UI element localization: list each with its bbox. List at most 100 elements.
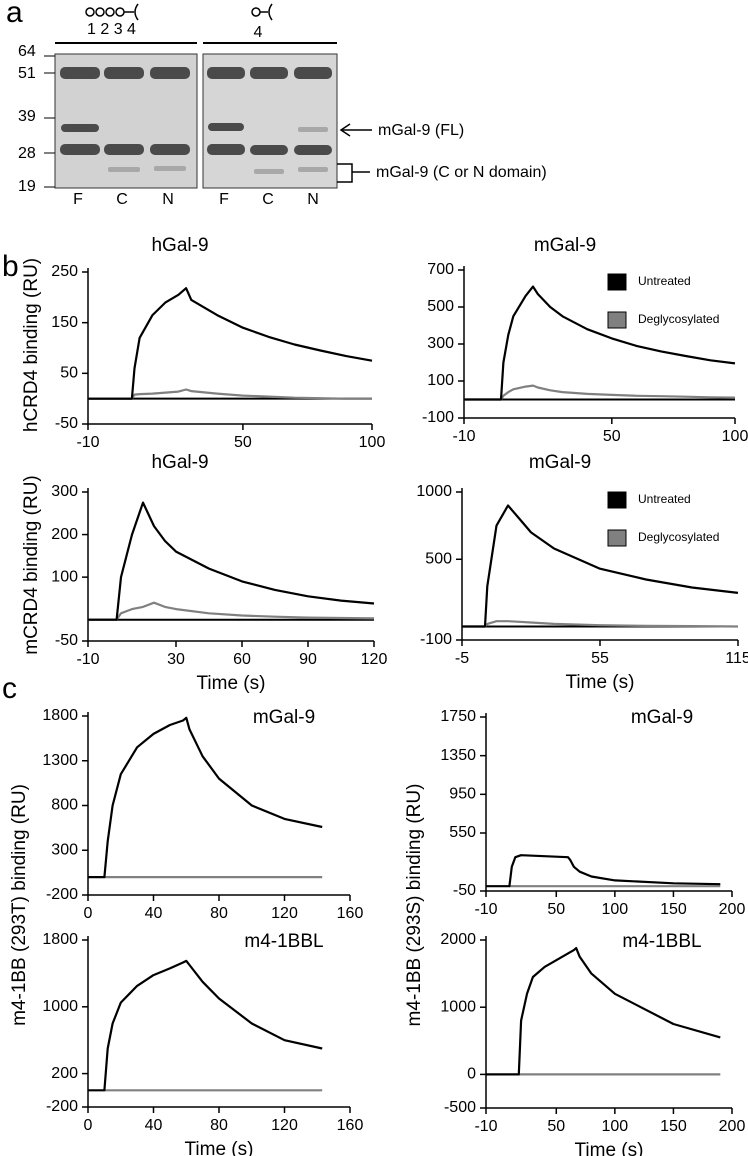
marker-label: 19 — [18, 178, 36, 195]
gel-image — [54, 53, 338, 189]
y-tick-label: 500 — [427, 298, 454, 315]
panel-label: a — [6, 0, 23, 29]
x-tick-label: 100 — [602, 901, 629, 918]
x-tick-label: 200 — [719, 901, 746, 918]
y-tick-label: 200 — [51, 1065, 78, 1082]
y-tick-label: 0 — [467, 1066, 476, 1083]
panel-label: c — [2, 672, 17, 705]
x-axis-label: Time (s) — [185, 1139, 254, 1156]
x-tick-label: -10 — [474, 1118, 497, 1135]
chart-title: hGal-9 — [151, 452, 208, 473]
series-line — [464, 384, 736, 401]
series-line — [486, 947, 721, 1076]
y-tick-label: 2000 — [440, 931, 476, 948]
chart-title: mGal-9 — [534, 235, 596, 256]
y-tick-label: 300 — [51, 841, 78, 858]
x-tick-label: 120 — [361, 651, 388, 668]
panel-label: b — [2, 250, 19, 283]
x-axis-label: Time (s) — [197, 673, 266, 694]
x-tick-label: 80 — [210, 1117, 228, 1134]
lane-label: N — [162, 191, 174, 208]
y-tick-label: 700 — [427, 261, 454, 278]
y-tick-label: -100 — [420, 631, 452, 648]
lane-header: 1 2 3 4 — [87, 21, 136, 38]
x-tick-label: 50 — [234, 434, 252, 451]
legend-label: Deglycosylated — [638, 530, 719, 544]
x-tick-label: 60 — [233, 651, 251, 668]
chart-title: m4-1BBL — [622, 931, 701, 952]
x-tick-label: -10 — [452, 428, 475, 445]
chart-title: m4-1BBL — [244, 931, 323, 952]
x-tick-label: 150 — [660, 901, 687, 918]
x-tick-label: 150 — [660, 1118, 687, 1135]
chart-title: mGal-9 — [529, 452, 591, 473]
y-tick-label: 250 — [51, 263, 78, 280]
x-tick-label: 40 — [145, 1117, 163, 1134]
x-tick-label: 200 — [719, 1118, 746, 1135]
y-tick-label: 100 — [51, 568, 78, 585]
marker-label: 51 — [18, 65, 36, 82]
x-tick-label: 0 — [84, 905, 93, 922]
x-tick-label: 160 — [337, 905, 364, 922]
y-tick-label: 1300 — [42, 752, 78, 769]
lane-label: N — [307, 191, 319, 208]
marker-label: 28 — [18, 145, 36, 162]
series-line — [462, 504, 739, 628]
x-tick-label: 30 — [167, 651, 185, 668]
lane-label: F — [73, 191, 83, 208]
x-tick-label: 100 — [359, 434, 386, 451]
lane-label: F — [219, 191, 229, 208]
legend-swatch — [607, 529, 627, 547]
lane-header: 4 — [254, 24, 263, 41]
y-tick-label: 1000 — [440, 998, 476, 1015]
marker-label: 39 — [18, 108, 36, 125]
y-tick-label: 500 — [425, 550, 452, 567]
y-tick-label: -200 — [46, 886, 78, 903]
x-tick-label: 100 — [602, 1118, 629, 1135]
chart-title: mGal-9 — [253, 707, 315, 728]
y-tick-label: 1000 — [42, 998, 78, 1015]
y-tick-label: -500 — [444, 1099, 476, 1116]
series-line — [88, 287, 373, 400]
series-line — [88, 388, 372, 400]
legend-label: Untreated — [638, 492, 691, 506]
y-tick-label: 150 — [51, 314, 78, 331]
chart-title: mGal-9 — [631, 707, 693, 728]
legend-label: Untreated — [638, 274, 691, 288]
x-tick-label: -10 — [474, 901, 497, 918]
y-tick-label: 50 — [60, 365, 78, 382]
x-tick-label: 115 — [725, 650, 748, 667]
y-axis-label: m4-1BB (293T) binding (RU) — [9, 784, 30, 1026]
x-tick-label: 160 — [337, 1117, 364, 1134]
chart-title: hGal-9 — [151, 235, 208, 256]
legend-swatch — [607, 311, 627, 329]
series-line — [88, 716, 323, 879]
x-tick-label: -10 — [76, 651, 99, 668]
x-tick-label: 120 — [271, 905, 298, 922]
y-tick-label: -50 — [55, 415, 78, 432]
y-tick-label: 950 — [449, 786, 476, 803]
x-tick-label: -10 — [76, 434, 99, 451]
y-tick-label: -50 — [453, 882, 476, 899]
y-tick-label: -200 — [46, 1098, 78, 1115]
marker-ticks — [44, 55, 55, 188]
y-axis-label: m4-1BB (293S) binding (RU) — [404, 784, 425, 1027]
series-line — [486, 854, 721, 888]
legend-swatch — [607, 491, 627, 509]
y-tick-label: 300 — [427, 335, 454, 352]
series-line — [88, 959, 323, 1092]
legend-label: Deglycosylated — [638, 312, 719, 326]
y-tick-label: 1750 — [440, 708, 476, 725]
y-axis-label: mCRD4 binding (RU) — [21, 475, 42, 655]
series-line — [88, 601, 375, 621]
legend-swatch — [607, 273, 627, 291]
annotation: mGal-9 (C or N domain) — [376, 164, 547, 181]
x-tick-label: 50 — [547, 901, 565, 918]
x-axis-label: Time (s) — [575, 1140, 644, 1156]
x-tick-label: 40 — [145, 905, 163, 922]
x-tick-label: 55 — [591, 650, 609, 667]
y-tick-label: 1800 — [42, 931, 78, 948]
series-line — [88, 501, 375, 621]
